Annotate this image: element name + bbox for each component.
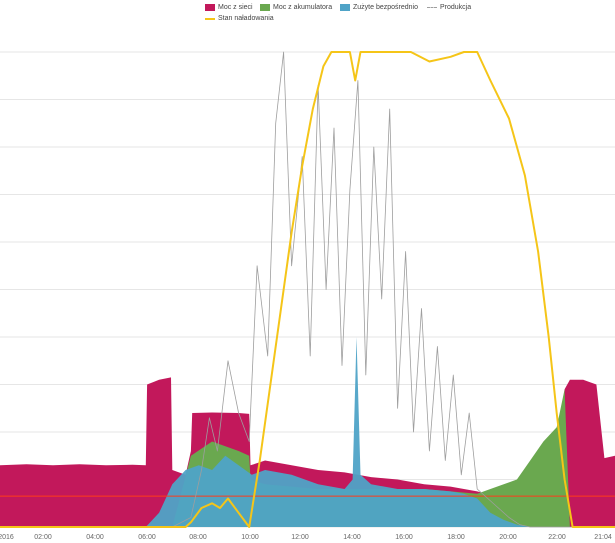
legend-label-zuzyte-bezposrednio: Zużyte bezpośrednio (353, 4, 418, 11)
legend-item-produkcja[interactable]: Produkcja (427, 4, 471, 11)
line-series (0, 51, 615, 528)
x-tick-label: 2016 (0, 534, 14, 541)
chart-legend: Moc z sieci Moc z akumulatora Zużyte bez… (0, 4, 615, 26)
legend-label-moc-z-sieci: Moc z sieci (218, 4, 253, 11)
line-stan-naladowania (0, 51, 615, 528)
legend-swatch-zuzyte-bezposrednio (340, 4, 350, 11)
legend-label-stan-naladowania: Stan naładowania (218, 15, 274, 22)
x-tick-label: 21:04 (594, 534, 612, 541)
x-tick-label: 12:00 (291, 534, 309, 541)
x-tick-label: 18:00 (447, 534, 465, 541)
x-tick-label: 20:00 (499, 534, 517, 541)
area-moc-z-sieci (0, 377, 615, 527)
x-tick-label: 10:00 (241, 534, 259, 541)
legend-swatch-produkcja (427, 7, 437, 8)
legend-item-zuzyte-bezposrednio[interactable]: Zużyte bezpośrednio (340, 4, 418, 11)
x-tick-label: 08:00 (189, 534, 207, 541)
legend-item-stan-naladowania[interactable]: Stan naładowania (205, 15, 274, 22)
x-tick-label: 16:00 (395, 534, 413, 541)
legend-swatch-stan-naladowania (205, 17, 215, 20)
area-series (0, 337, 615, 527)
legend-item-moc-z-sieci[interactable]: Moc z sieci (205, 4, 253, 11)
legend-label-moc-z-akumulatora: Moc z akumulatora (273, 4, 333, 11)
area-moc-z-akumulatora (0, 389, 615, 527)
legend-label-produkcja: Produkcja (440, 4, 472, 11)
x-tick-label: 02:00 (34, 534, 52, 541)
legend-swatch-moc-z-akumulatora (260, 4, 270, 11)
x-axis-ticks: 2016 02:00 04:00 06:00 08:00 10:00 12:00 14:00 1… (0, 534, 612, 541)
x-tick-label: 04:00 (86, 534, 104, 541)
x-tick-label: 06:00 (138, 534, 156, 541)
x-tick-label: 22:00 (548, 534, 566, 541)
legend-swatch-moc-z-sieci (205, 4, 215, 11)
line-produkcja (0, 51, 615, 528)
area-zuzyte-bezposrednio (0, 337, 615, 527)
x-tick-label: 14:00 (343, 534, 361, 541)
legend-item-moc-z-akumulatora[interactable]: Moc z akumulatora (260, 4, 332, 11)
